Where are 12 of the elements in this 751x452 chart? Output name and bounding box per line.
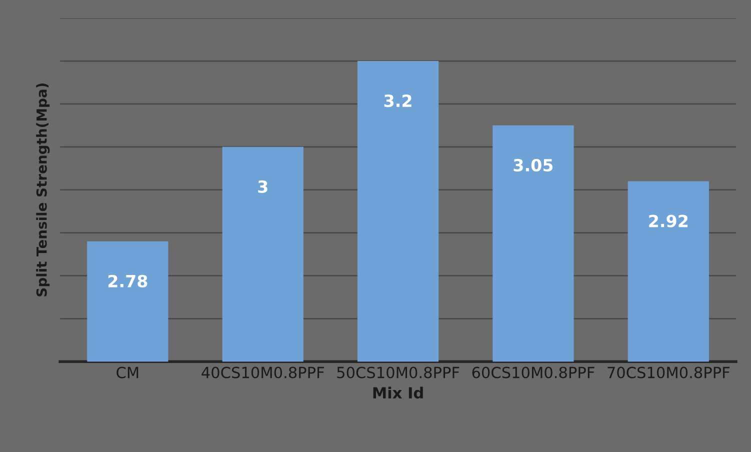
x-tick-label: CM [116,366,138,378]
x-axis-title: Mix Id [373,386,423,399]
x-tick-label: 40CS10M0.8PPF [202,366,324,378]
x-tick-label: 70CS10M0.8PPF [608,366,730,378]
x-tick-label: 60CS10M0.8PPF [472,366,594,378]
data-label: 2.92 [649,214,688,228]
data-label: 3.2 [384,94,412,108]
x-tick-label: 50CS10M0.8PPF [337,366,460,378]
data-label: 3 [258,180,268,193]
data-label: 2.78 [108,274,148,288]
data-label: 3.05 [514,158,553,172]
y-axis-title: Split Tensile Strength(Mpa) [36,84,50,296]
